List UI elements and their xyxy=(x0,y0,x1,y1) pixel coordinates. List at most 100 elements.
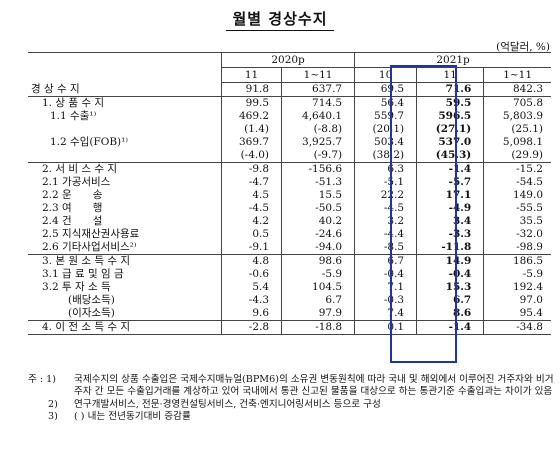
cell-value: 0.1 xyxy=(354,320,417,335)
cell-value: 4,640.1 xyxy=(281,110,355,123)
cell-value: -15.2 xyxy=(483,162,551,176)
header-year-2020: 2020p xyxy=(220,52,355,68)
cell-value: 149.0 xyxy=(483,189,551,202)
cell-value: 104.5 xyxy=(281,281,355,294)
table-row: 2. 서 비 스 수 지 -9.8 -156.6 6.3 -1.4 -15.2 xyxy=(28,162,551,176)
cell-value: 99.5 xyxy=(220,96,282,110)
footnotes: 주 : 1) 국제수지의 상품 수출입은 국제수지매뉴얼(BPM6)의 소유권 … xyxy=(28,374,554,424)
cell-value: 69.5 xyxy=(354,82,417,97)
cell-value: 596.5 xyxy=(416,110,484,123)
cell-value: (-4.0) xyxy=(220,149,282,163)
cell-value: (-8.8) xyxy=(281,123,355,136)
header-row-years: 2020p 2021p xyxy=(28,52,551,83)
cell-value: 4.5 xyxy=(220,189,282,202)
cell-value: 14.9 xyxy=(416,254,484,268)
header-col: 10 xyxy=(354,67,417,83)
cell-value: -4.3 xyxy=(220,294,282,307)
row-label: 2.5 지식재산권사용료 xyxy=(42,228,140,240)
cell-value: 5.4 xyxy=(220,281,282,294)
row-label: 1. 상 품 수 지 xyxy=(28,96,222,110)
cell-value: 6.7 xyxy=(281,294,355,307)
row-label: 1.2 수입(FOB)¹⁾ xyxy=(50,136,128,148)
cell-value: -9.8 xyxy=(220,162,282,176)
cell-value: (1.4) xyxy=(220,123,282,136)
row-label xyxy=(28,123,222,136)
page-title: 월별 경상수지 xyxy=(232,10,328,28)
table-row: 3.1 급 료 및 임 금 -0.6 -5.9 -0.4 -0.4 -5.9 xyxy=(28,268,551,281)
title-underline xyxy=(226,30,334,31)
cell-value: 95.4 xyxy=(483,307,551,321)
cell-value: 6.7 xyxy=(354,254,417,268)
table-row: (배당소득) -4.3 6.7 -0.3 6.7 97.0 xyxy=(28,294,551,307)
cell-value: (20.1) xyxy=(354,123,417,136)
cell-value: 35.5 xyxy=(483,215,551,228)
table-row: 2.2 운 송 4.5 15.5 22.2 17.1 149.0 xyxy=(28,189,551,202)
cell-value: 97.0 xyxy=(483,294,551,307)
cell-value: 0.5 xyxy=(220,228,282,241)
footnote-text: ( ) 내는 전년동기대비 증감률 xyxy=(74,411,191,423)
table-row: (이자소득) 9.6 97.9 7.4 8.6 95.4 xyxy=(28,307,551,321)
footnote-mark: 주 : 1) xyxy=(28,374,57,385)
row-label: 1.1 수출¹⁾ xyxy=(50,110,97,122)
cell-value: 7.1 xyxy=(354,281,417,294)
row-label: 4. 이 전 소 득 수 지 xyxy=(28,320,222,335)
cell-value: -3.3 xyxy=(416,228,484,241)
row-label: (이자소득) xyxy=(68,307,115,319)
cell-value: 17.1 xyxy=(416,189,484,202)
cell-value: (45.3) xyxy=(416,149,484,163)
cell-value: -0.6 xyxy=(220,268,282,281)
cell-value: -54.5 xyxy=(483,176,551,189)
cell-value: (-9.7) xyxy=(281,149,355,163)
cell-value: -0.4 xyxy=(354,268,417,281)
cell-value: 56.4 xyxy=(354,96,417,110)
footnote-mark: 3) xyxy=(48,411,58,423)
cell-value: -94.0 xyxy=(281,241,355,255)
cell-value: 4.2 xyxy=(220,215,282,228)
cell-value: -1.4 xyxy=(416,320,484,335)
cell-value: -9.1 xyxy=(220,241,282,255)
table-row: (1.4) (-8.8) (20.1) (27.1) (25.1) xyxy=(28,123,551,136)
cell-value: -5.9 xyxy=(281,268,355,281)
table-row: 2.5 지식재산권사용료 0.5 -24.6 -4.4 -3.3 -32.0 xyxy=(28,228,551,241)
row-label xyxy=(28,149,222,163)
cell-value: 3.2 xyxy=(354,215,417,228)
cell-value: 186.5 xyxy=(483,254,551,268)
cell-value: 7.4 xyxy=(354,307,417,321)
table-row: 경 상 수 지 91.8 637.7 69.5 71.6 842.3 xyxy=(28,82,551,97)
row-label: 2.6 기타사업서비스²⁾ xyxy=(42,241,137,253)
row-label: 3. 본 원 소 득 수 지 xyxy=(28,254,222,268)
footnote-2: 2) 연구개발서비스, 전문·경영컨설팅서비스, 건축·엔지니어링서비스 등으로… xyxy=(28,399,554,411)
cell-value: (25.1) xyxy=(483,123,551,136)
row-label: 2.4 건 설 xyxy=(42,215,103,227)
table-row: 4. 이 전 소 득 수 지 -2.8 -18.8 0.1 -1.4 -34.8 xyxy=(28,320,551,335)
header-year-2021: 2021p xyxy=(354,52,551,68)
cell-value: -5.9 xyxy=(483,268,551,281)
cell-value: -2.8 xyxy=(220,320,282,335)
header-row-months: 11 1~11 10 11 1~11 xyxy=(28,67,551,83)
footnote-1: 주 : 1) 국제수지의 상품 수출입은 국제수지매뉴얼(BPM6)의 소유권 … xyxy=(28,374,554,399)
cell-value: 842.3 xyxy=(483,82,551,97)
cell-value: -0.3 xyxy=(354,294,417,307)
row-label: 2.2 운 송 xyxy=(42,189,103,201)
cell-value: -34.8 xyxy=(483,320,551,335)
cell-value: -4.9 xyxy=(416,202,484,215)
cell-value: 5,803.9 xyxy=(483,110,551,123)
cell-value: (27.1) xyxy=(416,123,484,136)
cell-value: -4.7 xyxy=(220,176,282,189)
cell-value: -32.0 xyxy=(483,228,551,241)
table-row: 3. 본 원 소 득 수 지 4.8 98.6 6.7 14.9 186.5 xyxy=(28,254,551,268)
cell-value: 8.6 xyxy=(416,307,484,321)
cell-value: 98.6 xyxy=(281,254,355,268)
footnote-3: 3) ( ) 내는 전년동기대비 증감률 xyxy=(28,411,554,423)
header-blank xyxy=(28,52,222,83)
table-row: 2.6 기타사업서비스²⁾ -9.1 -94.0 -8.5 -11.8 -98.9 xyxy=(28,241,551,255)
cell-value: 40.2 xyxy=(281,215,355,228)
table-row: 2.3 여 행 -4.5 -50.5 -4.5 -4.9 -55.5 xyxy=(28,202,551,215)
cell-value: 4.8 xyxy=(220,254,282,268)
table-row: 1.2 수입(FOB)¹⁾ 369.7 3,925.7 503.4 537.0 5,098… xyxy=(28,136,551,149)
cell-value: -18.8 xyxy=(281,320,355,335)
footnote-text: 연구개발서비스, 전문·경영컨설팅서비스, 건축·엔지니어링서비스 등으로 구성 xyxy=(74,398,381,410)
cell-value: 192.4 xyxy=(483,281,551,294)
cell-value: 22.2 xyxy=(354,189,417,202)
table-row: (-4.0) (-9.7) (38.2) (45.3) (29.9) xyxy=(28,149,551,163)
